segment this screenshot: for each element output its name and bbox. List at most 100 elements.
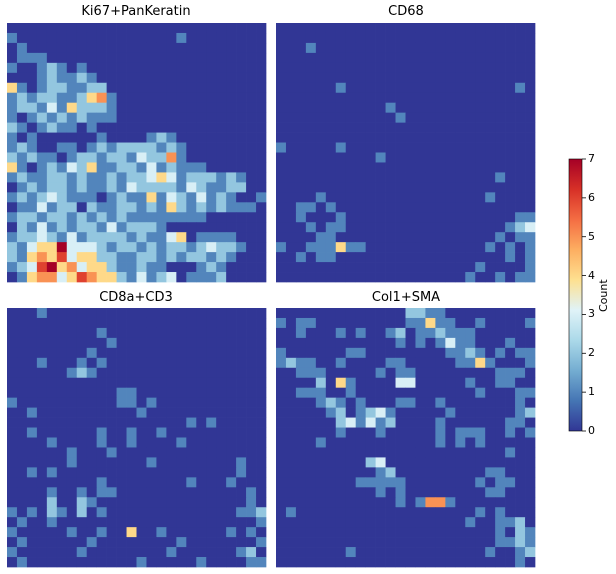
heatmap-cell <box>305 437 317 448</box>
heatmap-cell <box>86 152 97 163</box>
heatmap-cell <box>236 222 247 233</box>
heatmap-cell <box>475 447 486 458</box>
heatmap-cell <box>375 152 386 163</box>
heatmap-cell <box>146 457 157 468</box>
heatmap-cell <box>106 357 117 369</box>
heatmap-cell <box>325 497 337 508</box>
heatmap-cell <box>146 162 157 173</box>
heatmap-cell <box>7 347 18 359</box>
heatmap-cell <box>86 507 97 518</box>
heatmap-cell <box>365 102 376 113</box>
heatmap-cell <box>206 62 217 74</box>
heatmap-cell <box>86 42 97 54</box>
heatmap-cell <box>325 152 337 163</box>
heatmap-cell <box>405 202 416 213</box>
heatmap-cell <box>116 62 127 74</box>
heatmap-cell <box>216 192 227 203</box>
heatmap-cell <box>365 262 376 273</box>
heatmap-cell <box>136 547 147 558</box>
heatmap-cell <box>425 102 436 113</box>
heatmap-cell <box>485 317 496 329</box>
heatmap-cell <box>46 497 58 508</box>
heatmap-cell <box>365 327 376 339</box>
heatmap-cell <box>96 407 107 418</box>
heatmap-cell <box>315 202 327 213</box>
heatmap-cell <box>435 32 446 44</box>
heatmap-cell <box>216 517 227 528</box>
heatmap-cell <box>246 337 257 349</box>
heatmap-cell <box>315 377 327 389</box>
heatmap-cell <box>375 212 386 223</box>
heatmap-cell <box>276 122 287 133</box>
heatmap-cell <box>7 182 18 193</box>
heatmap-cell <box>36 467 48 478</box>
heatmap-cell <box>365 132 376 143</box>
heatmap-cell <box>16 527 28 538</box>
heatmap-cell <box>405 162 416 173</box>
heatmap-cell <box>355 162 366 173</box>
heatmap-cell <box>226 42 237 54</box>
heatmap-cell <box>116 232 127 243</box>
heatmap-cell <box>465 417 476 428</box>
heatmap-cell <box>256 142 267 153</box>
heatmap-cell <box>435 517 446 528</box>
heatmap-cell <box>226 152 237 163</box>
heatmap-cell <box>186 317 197 329</box>
heatmap-cell <box>206 182 217 193</box>
heatmap-cell <box>226 32 237 44</box>
heatmap-cell <box>136 112 147 123</box>
heatmap-cell <box>385 367 396 379</box>
heatmap-cell <box>345 262 357 273</box>
heatmap-cell <box>285 172 297 183</box>
heatmap-cell <box>365 487 376 498</box>
heatmap-cell <box>475 32 486 44</box>
heatmap-cell <box>206 162 217 173</box>
heatmap-cell <box>405 62 416 74</box>
heatmap-cell <box>246 132 257 143</box>
heatmap-cell <box>96 212 107 223</box>
heatmap-cell <box>276 357 287 369</box>
heatmap-cell <box>56 232 68 243</box>
heatmap-cell <box>335 62 347 74</box>
heatmap-cell <box>16 23 28 34</box>
heatmap-cell <box>116 212 127 223</box>
heatmap-cell <box>76 172 88 183</box>
heatmap-cell <box>56 417 68 428</box>
heatmap-cell <box>395 497 406 508</box>
heatmap-cell <box>425 367 436 379</box>
heatmap-cell <box>166 457 177 468</box>
heatmap-cell <box>176 132 187 143</box>
heatmap-cell <box>415 527 426 538</box>
heatmap-cell <box>16 377 28 389</box>
heatmap-cell <box>226 272 237 283</box>
heatmap-cell <box>166 527 177 538</box>
heatmap-cell <box>16 132 28 143</box>
heatmap-cell <box>515 387 526 398</box>
heatmap-cell <box>26 222 38 233</box>
heatmap-cell <box>445 557 456 568</box>
heatmap-cell <box>126 102 137 113</box>
heatmap-cell <box>455 517 466 528</box>
heatmap-cell <box>126 507 137 518</box>
heatmap-cell <box>256 467 267 478</box>
heatmap-cell <box>465 212 476 223</box>
heatmap-cell <box>485 367 496 379</box>
heatmap-cell <box>86 122 97 133</box>
heatmap-cell <box>66 327 78 339</box>
heatmap-cell <box>425 162 436 173</box>
heatmap-cell <box>465 272 476 283</box>
heatmap-cell <box>146 447 157 458</box>
heatmap-cell <box>465 407 476 418</box>
heatmap-cell <box>156 447 167 458</box>
heatmap-cell <box>86 327 97 339</box>
heatmap-cell <box>76 497 88 508</box>
heatmap-cell <box>505 467 516 478</box>
heatmap-cell <box>56 367 68 379</box>
heatmap-cell <box>475 517 486 528</box>
heatmap-cell <box>425 507 436 518</box>
heatmap-cell <box>186 327 197 339</box>
heatmap-cell <box>136 142 147 153</box>
heatmap-cell <box>146 427 157 438</box>
heatmap-cell <box>7 92 18 104</box>
heatmap-cell <box>186 537 197 548</box>
